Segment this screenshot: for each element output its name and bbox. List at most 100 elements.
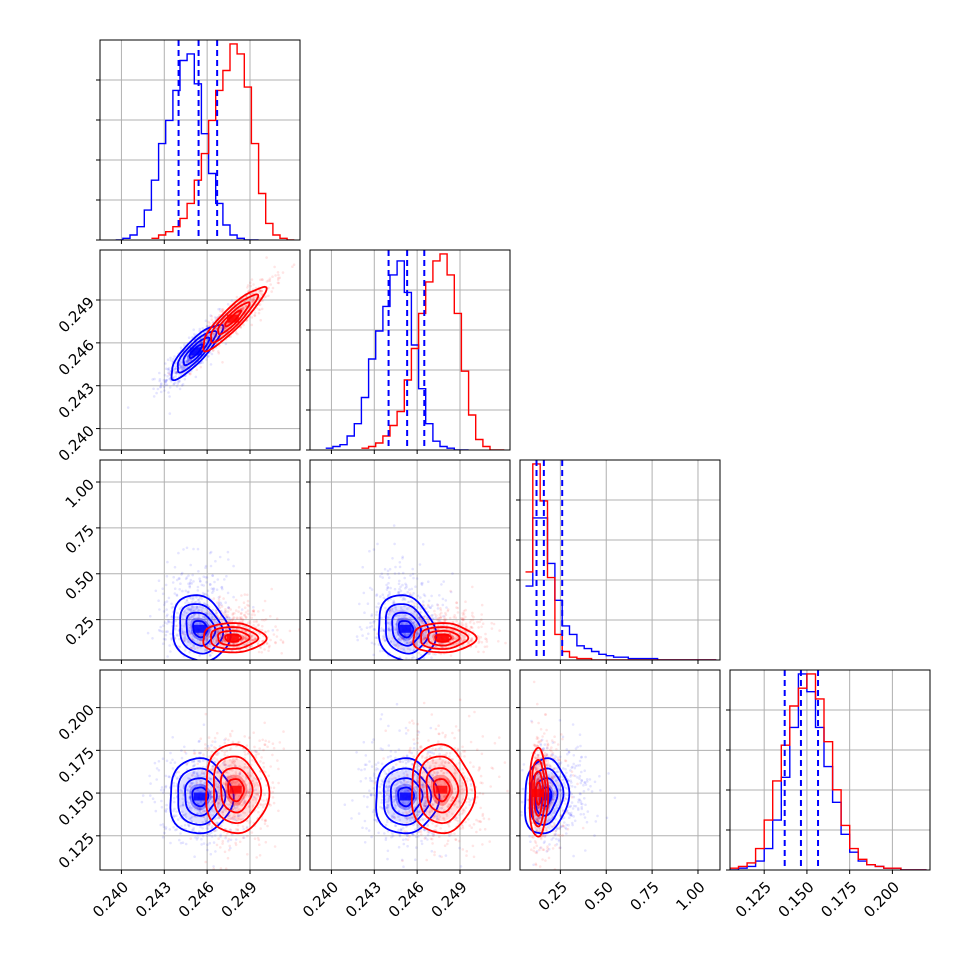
- scatter-point: [239, 640, 243, 643]
- scatter-point: [423, 792, 426, 795]
- contour-blue: [397, 620, 415, 639]
- scatter-point: [158, 608, 161, 611]
- scatter-point: [378, 785, 382, 789]
- scatter-point: [232, 757, 235, 761]
- scatter-point: [213, 829, 217, 833]
- scatter-point: [376, 542, 379, 546]
- scatter-point: [225, 615, 229, 619]
- scatter-point: [188, 795, 192, 799]
- scatter-point: [165, 600, 169, 603]
- scatter-point: [462, 636, 465, 640]
- scatter-point: [417, 768, 421, 771]
- scatter-point: [208, 834, 212, 837]
- scatter-point: [192, 828, 195, 831]
- scatter-point: [370, 624, 374, 628]
- scatter-point: [218, 307, 222, 311]
- scatter-point: [170, 602, 173, 606]
- scatter-point: [416, 632, 419, 636]
- scatter-point: [183, 783, 186, 787]
- scatter-point: [402, 638, 405, 641]
- scatter-point: [254, 756, 258, 759]
- joint-panel-a-b: [96, 249, 301, 454]
- scatter-point: [198, 739, 201, 743]
- scatter-point: [388, 629, 391, 632]
- scatter-point: [207, 354, 210, 358]
- scatter-point: [215, 639, 218, 642]
- scatter-point: [252, 298, 255, 301]
- scatter-point: [149, 782, 152, 785]
- scatter-point: [229, 828, 232, 831]
- scatter-point: [250, 644, 253, 648]
- scatter-point: [201, 591, 205, 595]
- scatter-point: [246, 834, 249, 838]
- scatter-point: [233, 612, 236, 615]
- scatter-point: [231, 833, 234, 836]
- scatter-point: [225, 832, 229, 835]
- scatter-point: [420, 839, 423, 843]
- scatter-point: [231, 618, 234, 621]
- scatter-point: [388, 592, 392, 596]
- scatter-point: [373, 813, 377, 817]
- scatter-point: [403, 576, 407, 580]
- scatter-point: [217, 629, 220, 633]
- scatter-point: [246, 771, 250, 775]
- scatter-point: [158, 379, 161, 383]
- scatter-point: [236, 814, 240, 818]
- scatter-point: [212, 589, 215, 593]
- scatter-point: [210, 791, 213, 794]
- scatter-point: [426, 644, 430, 647]
- joint-panel-a-d: [96, 669, 301, 874]
- scatter-point: [234, 765, 237, 768]
- scatter-point: [257, 311, 261, 315]
- scatter-point: [271, 275, 274, 279]
- scatter-point: [184, 577, 188, 581]
- scatter-point: [240, 307, 244, 311]
- scatter-point: [456, 611, 460, 614]
- scatter-point: [242, 802, 246, 806]
- scatter-point: [176, 382, 180, 386]
- scatter-point: [159, 383, 163, 386]
- scatter-point: [249, 774, 253, 778]
- scatter-point: [199, 621, 202, 625]
- scatter-point: [262, 805, 265, 809]
- scatter-point: [241, 825, 245, 828]
- scatter-point: [161, 630, 164, 633]
- scatter-point: [406, 590, 410, 594]
- scatter-point: [399, 781, 403, 784]
- scatter-point: [420, 582, 423, 585]
- scatter-point: [393, 542, 396, 546]
- scatter-point: [470, 614, 474, 617]
- density-peak-red: [226, 314, 239, 323]
- scatter-point: [210, 587, 214, 590]
- scatter-point: [380, 779, 384, 782]
- scatter-point: [208, 635, 211, 639]
- scatter-point: [209, 852, 213, 856]
- scatter-point: [262, 803, 266, 806]
- scatter-point: [238, 649, 241, 652]
- scatter-point: [382, 638, 385, 641]
- scatter-point: [393, 788, 396, 791]
- scatter-point: [412, 576, 415, 580]
- scatter-point: [198, 752, 201, 755]
- scatter-point: [478, 620, 482, 624]
- scatter-point: [195, 781, 199, 785]
- scatter-point: [463, 638, 467, 642]
- scatter-point: [455, 642, 458, 646]
- scatter-point: [424, 799, 428, 803]
- scatter-point: [469, 639, 472, 643]
- scatter-point: [185, 762, 189, 765]
- scatter-point: [372, 621, 375, 624]
- scatter-point: [160, 786, 164, 789]
- scatter-point: [221, 810, 225, 814]
- scatter-point: [414, 796, 418, 800]
- scatter-point: [389, 754, 392, 758]
- scatter-point: [154, 589, 158, 593]
- scatter-point: [469, 782, 473, 786]
- scatter-point: [244, 637, 247, 640]
- scatter-point: [386, 586, 390, 589]
- scatter-point: [258, 308, 262, 312]
- scatter-point: [437, 619, 441, 622]
- scatter-point: [221, 761, 225, 765]
- scatter-point: [390, 835, 393, 839]
- scatter-point: [198, 600, 201, 604]
